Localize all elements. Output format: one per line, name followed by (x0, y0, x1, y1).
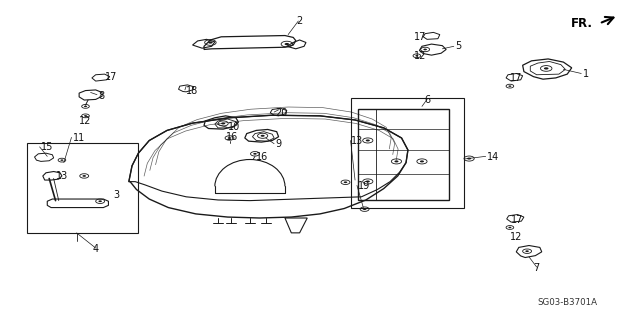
Circle shape (84, 106, 87, 107)
Text: 18: 18 (186, 85, 198, 96)
Circle shape (363, 208, 366, 210)
Text: 16: 16 (256, 152, 269, 162)
Text: 16: 16 (226, 132, 238, 142)
Circle shape (208, 41, 212, 44)
Circle shape (285, 43, 289, 45)
Text: 20: 20 (275, 108, 288, 118)
Text: 9: 9 (275, 139, 282, 149)
Circle shape (228, 137, 231, 139)
Text: FR.: FR. (571, 17, 593, 30)
Circle shape (344, 182, 348, 183)
Text: 6: 6 (424, 95, 430, 105)
Circle shape (394, 160, 399, 162)
Circle shape (525, 250, 529, 252)
Text: 8: 8 (99, 91, 104, 100)
Text: 13: 13 (56, 171, 68, 181)
Text: 17: 17 (414, 32, 427, 42)
Text: 10: 10 (228, 122, 240, 132)
Text: 11: 11 (73, 133, 85, 143)
Circle shape (544, 67, 548, 70)
Text: 1: 1 (582, 69, 589, 79)
Text: 3: 3 (113, 190, 119, 200)
Circle shape (83, 175, 86, 177)
Circle shape (84, 115, 87, 117)
Text: 17: 17 (511, 215, 524, 225)
Text: 12: 12 (413, 51, 426, 61)
Text: 12: 12 (79, 116, 92, 126)
Circle shape (365, 139, 370, 141)
Circle shape (467, 158, 471, 160)
Circle shape (99, 200, 102, 202)
Circle shape (508, 85, 511, 87)
Text: SG03-B3701A: SG03-B3701A (537, 298, 597, 307)
Circle shape (221, 122, 225, 124)
Circle shape (423, 48, 427, 50)
Circle shape (415, 55, 419, 56)
Text: 17: 17 (104, 72, 117, 82)
Text: 12: 12 (510, 232, 522, 242)
Text: 17: 17 (510, 73, 522, 83)
Circle shape (365, 181, 370, 182)
Text: 4: 4 (93, 244, 99, 254)
Circle shape (60, 160, 63, 161)
Text: 14: 14 (487, 152, 499, 162)
Text: 19: 19 (358, 182, 371, 191)
Text: 2: 2 (296, 16, 303, 26)
Text: 7: 7 (534, 263, 540, 273)
Circle shape (420, 160, 424, 162)
Text: 5: 5 (455, 41, 461, 51)
Circle shape (253, 153, 257, 155)
Text: 15: 15 (41, 143, 53, 152)
Circle shape (260, 135, 265, 137)
Circle shape (508, 227, 511, 228)
Text: 13: 13 (351, 136, 363, 146)
